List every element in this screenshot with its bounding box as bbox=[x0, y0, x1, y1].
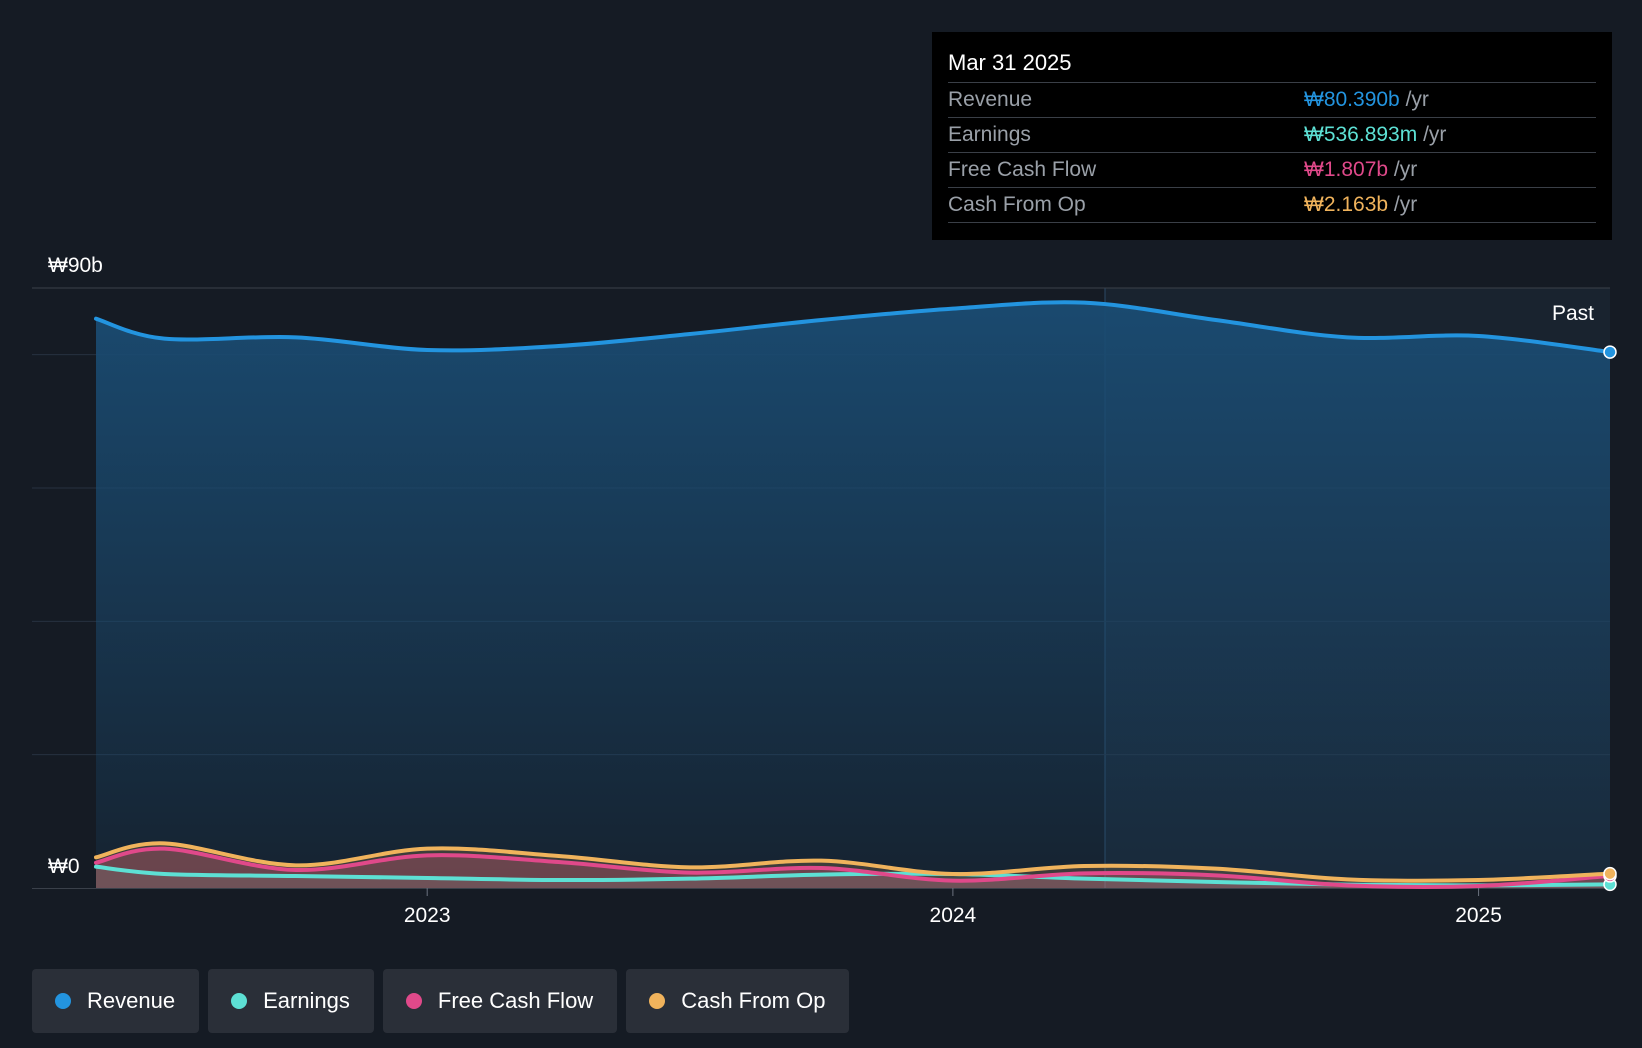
tooltip-row-free-cash-flow: Free Cash Flow ₩1.807b /yr bbox=[948, 152, 1596, 187]
legend-dot-icon bbox=[405, 993, 422, 1009]
y-tick-label: ₩0 bbox=[48, 855, 80, 878]
cash-from-op-end-marker bbox=[1603, 866, 1617, 881]
tooltip: Mar 31 2025 Revenue ₩80.390b /yr Earning… bbox=[932, 32, 1612, 240]
tooltip-label: Cash From Op bbox=[948, 193, 1086, 216]
legend-label: Free Cash Flow bbox=[437, 988, 594, 1013]
tooltip-value: ₩536.893m /yr bbox=[1304, 123, 1447, 146]
series-lines bbox=[94, 300, 1612, 889]
tooltip-row-earnings: Earnings ₩536.893m /yr bbox=[948, 117, 1596, 152]
tooltip-value: ₩1.807b /yr bbox=[1304, 158, 1418, 181]
legend-dot-icon bbox=[55, 993, 71, 1009]
y-tick-label: ₩90b bbox=[48, 254, 103, 277]
legend-label: Earnings bbox=[263, 988, 350, 1013]
chart: ₩90b ₩0 2023 2024 2025 Past bbox=[32, 254, 1617, 927]
past-label: Past bbox=[1552, 302, 1594, 325]
tooltip-divider bbox=[948, 222, 1596, 223]
x-tick-label: 2023 bbox=[404, 904, 451, 927]
tooltip-row-revenue: Revenue ₩80.390b /yr bbox=[948, 82, 1596, 117]
cash-from-op-line bbox=[94, 841, 1612, 883]
revenue-area bbox=[96, 302, 1610, 888]
legend-label: Cash From Op bbox=[681, 988, 826, 1013]
legend-item-revenue[interactable]: Revenue bbox=[32, 969, 200, 1033]
legend: Revenue Earnings Free Cash Flow Cash Fro… bbox=[32, 969, 850, 1033]
free-cash-flow-line bbox=[94, 846, 1612, 889]
legend-dot-icon bbox=[649, 993, 666, 1009]
series-end-markers bbox=[1603, 345, 1617, 892]
y-axis: ₩90b ₩0 bbox=[48, 254, 103, 878]
x-axis: 2023 2024 2025 bbox=[404, 888, 1502, 927]
tooltip-value: ₩2.163b /yr bbox=[1304, 193, 1418, 216]
tooltip-label: Free Cash Flow bbox=[948, 158, 1097, 181]
tooltip-label: Earnings bbox=[948, 123, 1031, 146]
tooltip-date: Mar 31 2025 bbox=[948, 50, 1072, 75]
tooltip-label: Revenue bbox=[948, 88, 1033, 111]
legend-dot-icon bbox=[231, 993, 248, 1009]
tooltip-row-cash-from-op: Cash From Op ₩2.163b /yr bbox=[948, 187, 1596, 222]
x-tick-label: 2024 bbox=[930, 904, 977, 927]
revenue-end-marker bbox=[1603, 345, 1617, 359]
legend-label: Revenue bbox=[87, 988, 176, 1013]
legend-item-cash-from-op[interactable]: Cash From Op bbox=[626, 969, 850, 1033]
series-areas bbox=[96, 302, 1610, 888]
legend-item-free-cash-flow[interactable]: Free Cash Flow bbox=[382, 969, 618, 1033]
revenue-line bbox=[94, 300, 1612, 355]
tooltip-value: ₩80.390b /yr bbox=[1304, 88, 1429, 111]
legend-item-earnings[interactable]: Earnings bbox=[208, 969, 374, 1033]
x-tick-label: 2025 bbox=[1455, 904, 1502, 927]
